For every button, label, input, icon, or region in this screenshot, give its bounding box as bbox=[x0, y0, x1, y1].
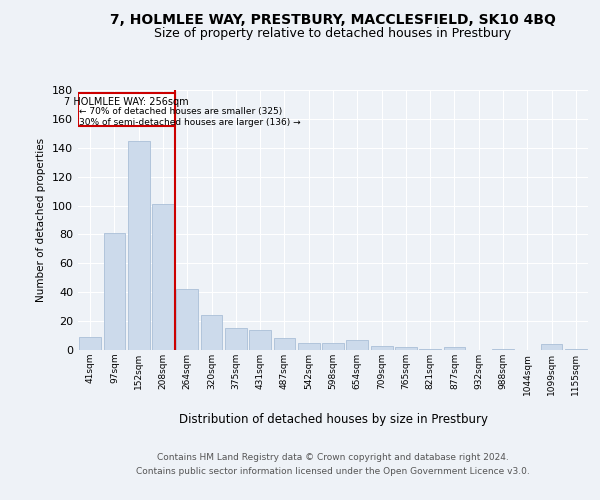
FancyBboxPatch shape bbox=[78, 93, 175, 126]
Bar bbox=[152, 204, 174, 350]
Text: Contains HM Land Registry data © Crown copyright and database right 2024.: Contains HM Land Registry data © Crown c… bbox=[157, 452, 509, 462]
Text: Distribution of detached houses by size in Prestbury: Distribution of detached houses by size … bbox=[179, 412, 488, 426]
Bar bbox=[541, 344, 562, 350]
Bar bbox=[128, 140, 149, 350]
Y-axis label: Number of detached properties: Number of detached properties bbox=[37, 138, 46, 302]
Bar bbox=[225, 328, 247, 350]
Bar bbox=[200, 316, 223, 350]
Text: 7 HOLMLEE WAY: 256sqm: 7 HOLMLEE WAY: 256sqm bbox=[64, 97, 189, 107]
Text: ← 70% of detached houses are smaller (325): ← 70% of detached houses are smaller (32… bbox=[79, 106, 283, 116]
Bar bbox=[565, 348, 587, 350]
Text: Size of property relative to detached houses in Prestbury: Size of property relative to detached ho… bbox=[154, 28, 512, 40]
Bar bbox=[371, 346, 392, 350]
Bar bbox=[298, 343, 320, 350]
Bar bbox=[492, 348, 514, 350]
Bar bbox=[249, 330, 271, 350]
Bar bbox=[346, 340, 368, 350]
Bar bbox=[443, 347, 466, 350]
Bar bbox=[79, 337, 101, 350]
Bar bbox=[419, 348, 441, 350]
Bar bbox=[395, 347, 417, 350]
Text: 30% of semi-detached houses are larger (136) →: 30% of semi-detached houses are larger (… bbox=[79, 118, 301, 127]
Bar bbox=[322, 343, 344, 350]
Text: Contains public sector information licensed under the Open Government Licence v3: Contains public sector information licen… bbox=[136, 468, 530, 476]
Bar bbox=[104, 233, 125, 350]
Bar bbox=[274, 338, 295, 350]
Text: 7, HOLMLEE WAY, PRESTBURY, MACCLESFIELD, SK10 4BQ: 7, HOLMLEE WAY, PRESTBURY, MACCLESFIELD,… bbox=[110, 12, 556, 26]
Bar bbox=[176, 290, 198, 350]
